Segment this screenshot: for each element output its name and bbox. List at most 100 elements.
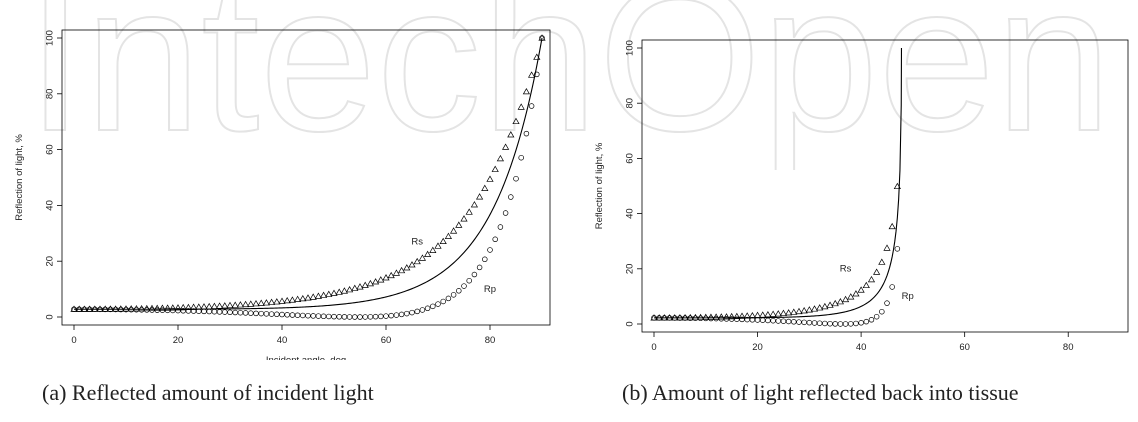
- rp-point: [728, 316, 735, 322]
- rs-point: [257, 299, 265, 306]
- rs-point: [247, 300, 255, 307]
- rp-point: [310, 313, 316, 319]
- rp-point: [144, 307, 150, 313]
- rp-annotation: Rp: [484, 284, 496, 295]
- rs-point: [335, 288, 343, 295]
- rp-point: [175, 307, 181, 314]
- rp-point: [185, 308, 192, 314]
- rp-point: [440, 298, 446, 305]
- rs-point: [785, 309, 793, 316]
- x-tick-label: 80: [485, 335, 496, 346]
- rp-point: [320, 313, 327, 320]
- y-axis-label: Reflection of light, %: [14, 134, 25, 221]
- rp-point: [811, 320, 818, 326]
- rs-point: [397, 266, 406, 274]
- rs-point: [127, 305, 135, 312]
- rs-point: [252, 299, 260, 307]
- rs-point: [764, 310, 772, 318]
- rs-point: [722, 313, 731, 320]
- rp-point: [149, 307, 155, 313]
- rs-point: [262, 299, 271, 306]
- rs-point: [728, 312, 736, 320]
- rs-point: [429, 246, 437, 253]
- rp-point: [734, 316, 740, 322]
- rs-point: [733, 312, 741, 319]
- rs-point: [215, 302, 224, 309]
- y-tick-label: 20: [45, 256, 56, 267]
- rp-point: [180, 307, 186, 314]
- rs-point: [501, 143, 510, 150]
- rp-point: [164, 307, 171, 314]
- rp-point: [713, 315, 719, 322]
- rp-point: [170, 307, 176, 314]
- rp-point: [744, 316, 750, 323]
- rp-point: [336, 314, 342, 320]
- rp-point: [471, 271, 478, 278]
- rs-point: [496, 154, 505, 162]
- rp-point: [253, 310, 259, 317]
- rp-point: [300, 312, 306, 319]
- rs-point: [475, 193, 484, 200]
- rp-point: [216, 309, 223, 315]
- rs-point: [200, 303, 208, 310]
- rp-point: [528, 103, 535, 109]
- rs-point: [696, 313, 705, 321]
- rs-point: [821, 302, 829, 310]
- rp-point: [159, 307, 166, 313]
- rp-point: [232, 309, 238, 316]
- rs-point: [267, 298, 276, 305]
- rp-point: [362, 314, 368, 320]
- rs-point: [340, 287, 349, 294]
- rp-point: [476, 264, 483, 271]
- rs-point: [841, 295, 850, 303]
- rp-point: [315, 313, 322, 319]
- rp-point: [435, 301, 441, 307]
- rp-point: [430, 303, 436, 310]
- rs-point: [857, 286, 865, 293]
- rs-point: [847, 293, 855, 300]
- rs-point: [351, 284, 359, 291]
- rp-point: [461, 283, 467, 289]
- average-reflectance-line: [654, 47, 903, 319]
- rp-point: [409, 309, 415, 316]
- rp-point: [445, 295, 452, 302]
- rs-point: [309, 293, 317, 300]
- rp-point: [378, 313, 384, 320]
- rp-point: [383, 313, 389, 319]
- rs-point: [418, 254, 427, 261]
- rp-point: [341, 314, 348, 320]
- rs-point: [408, 261, 416, 268]
- rs-point: [205, 302, 213, 310]
- rs-point: [283, 296, 291, 304]
- rp-point: [450, 292, 457, 298]
- rp-point: [775, 318, 782, 324]
- rs-point: [304, 294, 312, 301]
- chart-a-svg: 0 20 40 60 80 0 20 40 60 80 100 Incident angle, deg…: [14, 29, 551, 360]
- rp-point: [894, 246, 901, 252]
- rp-point: [518, 154, 524, 161]
- rp-point: [759, 317, 766, 323]
- rs-point: [314, 292, 323, 299]
- rp-point: [780, 318, 787, 324]
- rs-point: [319, 291, 328, 298]
- rp-point: [492, 236, 498, 243]
- rp-point: [785, 318, 792, 325]
- rp-point: [816, 320, 823, 326]
- plot-frame: [61, 29, 551, 326]
- rp-point: [873, 313, 880, 320]
- y-tick-label: 0: [45, 314, 56, 319]
- rp-point: [242, 310, 249, 316]
- rp-point: [858, 320, 864, 326]
- rp-point: [832, 321, 838, 327]
- rs-point: [800, 307, 808, 314]
- rs-point: [241, 300, 250, 308]
- rp-point: [419, 307, 426, 313]
- rs-point: [883, 244, 891, 251]
- rp-point: [138, 307, 145, 313]
- rs-point: [738, 312, 746, 319]
- rp-point: [796, 319, 802, 325]
- rs-point: [330, 289, 338, 296]
- rp-point: [837, 321, 844, 327]
- rs-point: [831, 299, 839, 307]
- rp-point: [424, 305, 431, 312]
